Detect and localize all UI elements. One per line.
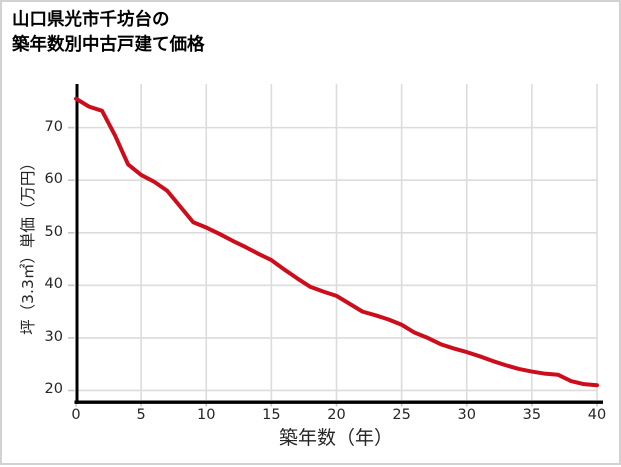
chart-title: 山口県光市千坊台の 築年数別中古戸建て価格 <box>12 8 205 58</box>
x-tick-label: 35 <box>522 407 542 423</box>
price-line <box>74 96 599 388</box>
y-axis-label: 坪（3.3㎡）単価（万円） <box>19 155 37 335</box>
y-tick-label: 40 <box>44 276 63 293</box>
y-tick-label: 30 <box>44 328 63 345</box>
x-tick-label: 5 <box>136 407 146 423</box>
y-tick-label: 60 <box>44 171 63 188</box>
x-tick-label: 0 <box>71 407 81 423</box>
y-tick-label: 50 <box>44 223 63 240</box>
x-tick-label: 30 <box>457 407 476 423</box>
x-tick-label: 15 <box>262 407 281 423</box>
chart-title-line2: 築年数別中古戸建て価格 <box>12 34 205 55</box>
x-axis-label: 築年数（年） <box>278 427 394 449</box>
x-tick-label: 40 <box>587 407 607 423</box>
x-tick-label: 25 <box>392 407 411 423</box>
chart-title-line1: 山口県光市千坊台の <box>12 10 170 30</box>
x-tick-label: 10 <box>197 407 216 423</box>
x-tick-label: 20 <box>327 407 346 423</box>
y-tick-label: 70 <box>44 118 63 135</box>
y-tick-label: 20 <box>44 381 63 398</box>
